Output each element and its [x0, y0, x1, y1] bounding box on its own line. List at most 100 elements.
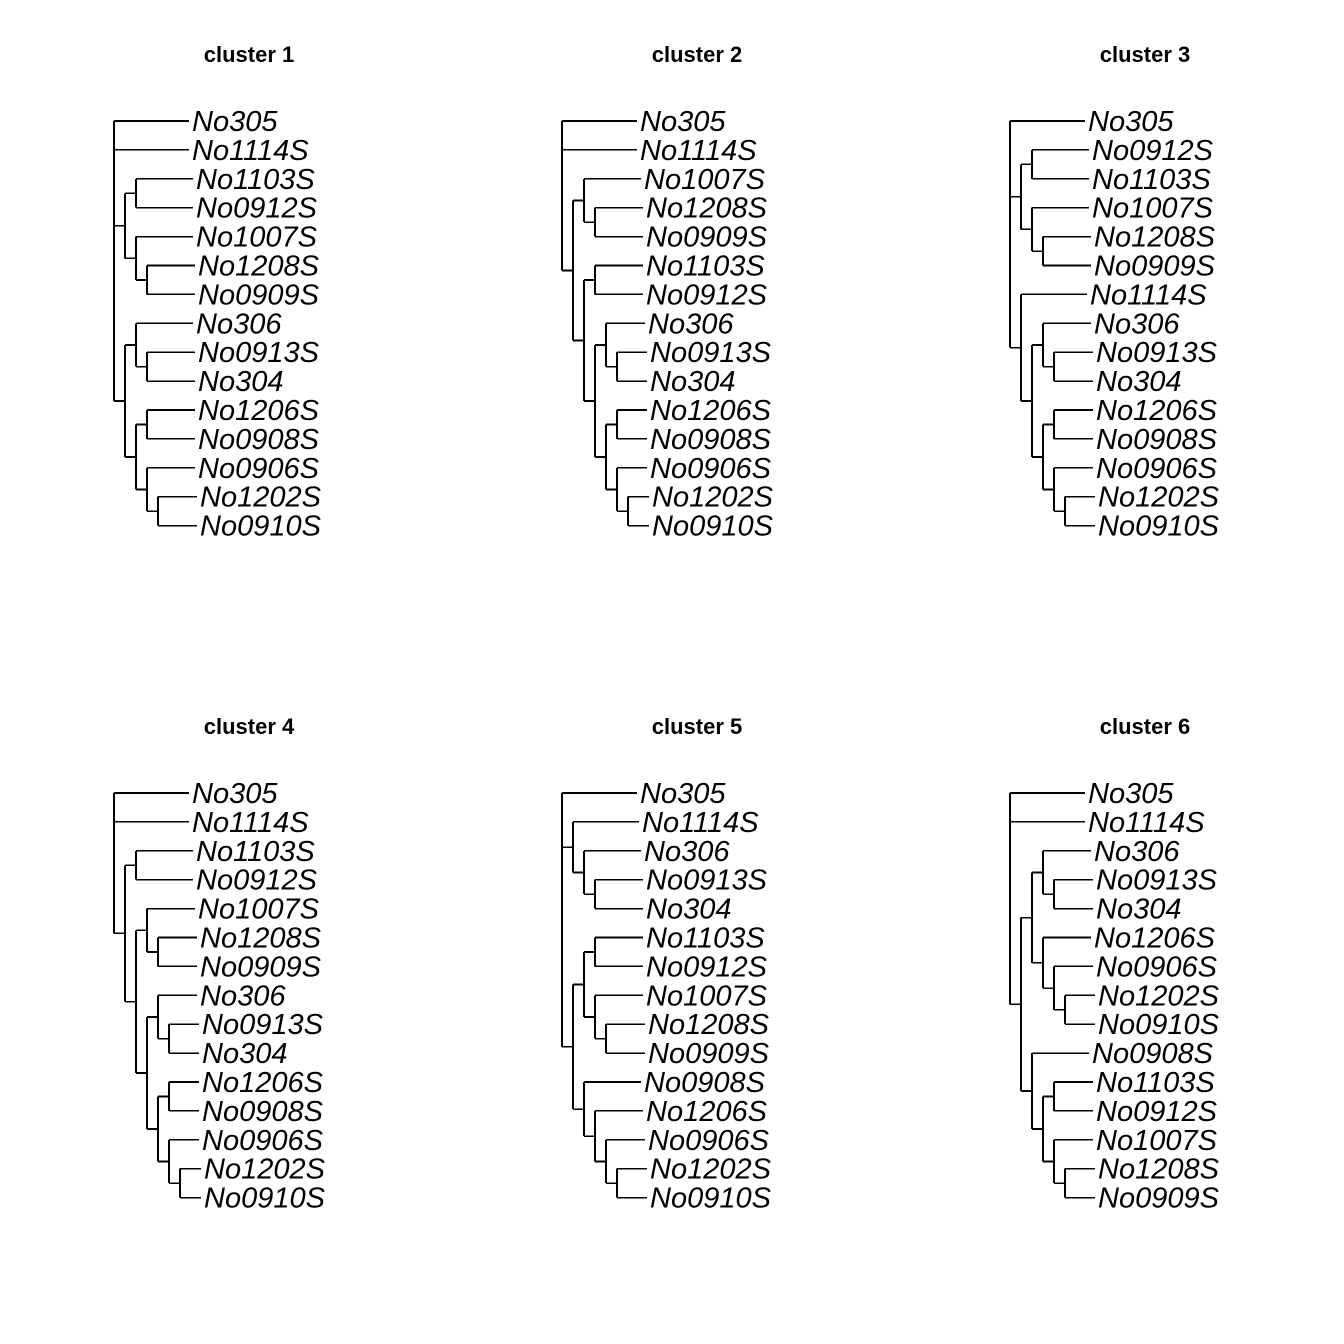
leaf-label: No1208S	[648, 1009, 770, 1041]
leaf-label: No0908S	[1096, 424, 1218, 456]
dendrogram: No305No1114SNo306No0913SNo304No1206SNo09…	[1009, 778, 1220, 1215]
leaf-label: No1206S	[1094, 923, 1216, 955]
leaf-label: No1103S	[196, 164, 315, 196]
leaf-label: No0906S	[202, 1125, 324, 1157]
leaf-label: No1114S	[642, 807, 759, 839]
leaf-label: No306	[196, 308, 282, 340]
panel-title: cluster 6	[1100, 714, 1191, 739]
leaf-label: No1208S	[200, 923, 322, 955]
leaf-label: No1208S	[646, 193, 768, 225]
leaf-label: No1103S	[196, 836, 315, 868]
dendrogram: No305No0912SNo1103SNo1007SNo1208SNo0909S…	[1009, 106, 1220, 543]
leaf-label: No1103S	[1092, 164, 1211, 196]
dendrogram: No305No1114SNo1103SNo0912SNo1007SNo1208S…	[113, 106, 322, 543]
leaf-label: No306	[648, 308, 734, 340]
leaf-label: No1202S	[204, 1154, 326, 1186]
dendrogram: No305No1114SNo1007SNo1208SNo0909SNo1103S…	[561, 106, 774, 543]
leaf-label: No0908S	[1092, 1038, 1214, 1070]
leaf-label: No0908S	[644, 1067, 766, 1099]
leaf-label: No306	[1094, 836, 1180, 868]
leaf-label: No305	[640, 778, 726, 810]
leaf-label: No0913S	[1096, 337, 1218, 369]
leaf-label: No1007S	[1092, 193, 1214, 225]
leaf-label: No0906S	[1096, 951, 1218, 983]
leaf-label: No304	[650, 366, 735, 398]
leaf-label: No304	[1096, 366, 1181, 398]
leaf-label: No0908S	[650, 424, 772, 456]
panel-title: cluster 1	[204, 42, 295, 67]
leaf-label: No0910S	[1098, 1009, 1220, 1041]
leaf-label: No1202S	[200, 482, 322, 514]
leaf-label: No1007S	[196, 222, 318, 254]
leaf-label: No1114S	[640, 135, 757, 167]
leaf-label: No1208S	[1098, 1154, 1220, 1186]
leaf-label: No1202S	[1098, 482, 1220, 514]
leaf-label: No306	[200, 980, 286, 1012]
panel-title: cluster 3	[1100, 42, 1191, 67]
leaf-label: No0909S	[1098, 1183, 1220, 1215]
leaf-label: No1114S	[1088, 807, 1205, 839]
leaf-label: No1007S	[1096, 1125, 1218, 1157]
leaf-label: No0909S	[1094, 251, 1216, 283]
leaf-label: No0912S	[196, 865, 318, 897]
leaf-label: No1206S	[202, 1067, 324, 1099]
panel-cluster-6: cluster 6 No305No1114SNo306No0913SNo304N…	[1009, 714, 1220, 1215]
leaf-label: No0912S	[1096, 1096, 1218, 1128]
leaf-label: No0913S	[202, 1009, 324, 1041]
leaf-label: No0909S	[648, 1038, 770, 1070]
leaf-label: No1007S	[198, 894, 320, 926]
panel-cluster-2: cluster 2 No305No1114SNo1007SNo1208SNo09…	[561, 42, 774, 543]
leaf-label: No0906S	[648, 1125, 770, 1157]
leaf-label: No1206S	[1096, 395, 1218, 427]
leaf-label: No1007S	[644, 164, 766, 196]
panel-title: cluster 2	[652, 42, 743, 67]
leaf-label: No0909S	[646, 222, 768, 254]
panel-title: cluster 4	[204, 714, 295, 739]
leaf-label: No1103S	[1096, 1067, 1215, 1099]
leaf-label: No0909S	[200, 951, 322, 983]
leaf-label: No0913S	[646, 865, 768, 897]
leaf-label: No0906S	[198, 453, 320, 485]
leaf-label: No0910S	[204, 1183, 326, 1215]
leaf-label: No305	[1088, 778, 1174, 810]
leaf-label: No0913S	[1096, 865, 1218, 897]
leaf-label: No1208S	[198, 251, 320, 283]
leaf-label: No1114S	[192, 807, 309, 839]
panel-title: cluster 5	[652, 714, 743, 739]
leaf-label: No1202S	[652, 482, 774, 514]
leaf-label: No1206S	[650, 395, 772, 427]
leaf-label: No0908S	[198, 424, 320, 456]
leaf-label: No0906S	[1096, 453, 1218, 485]
leaf-label: No305	[1088, 106, 1174, 138]
leaf-label: No1114S	[1090, 279, 1207, 311]
panel-cluster-5: cluster 5 No305No1114SNo306No0913SNo304N…	[561, 714, 772, 1215]
leaf-label: No305	[192, 106, 278, 138]
leaf-label: No1202S	[650, 1154, 772, 1186]
leaf-label: No304	[1096, 894, 1181, 926]
leaf-label: No304	[202, 1038, 287, 1070]
leaf-label: No0912S	[1092, 135, 1214, 167]
leaf-label: No0912S	[196, 193, 318, 225]
panel-cluster-1: cluster 1 No305No1114SNo1103SNo0912SNo10…	[113, 42, 322, 543]
leaf-label: No0912S	[646, 279, 768, 311]
leaf-label: No1206S	[646, 1096, 768, 1128]
leaf-label: No0908S	[202, 1096, 324, 1128]
leaf-label: No0910S	[652, 511, 774, 543]
panel-cluster-3: cluster 3 No305No0912SNo1103SNo1007SNo12…	[1009, 42, 1220, 543]
leaf-label: No0910S	[1098, 511, 1220, 543]
panel-cluster-4: cluster 4 No305No1114SNo1103SNo0912SNo10…	[113, 714, 326, 1215]
leaf-label: No0913S	[650, 337, 772, 369]
dendrogram: No305No1114SNo1103SNo0912SNo1007SNo1208S…	[113, 778, 326, 1215]
leaf-label: No0906S	[650, 453, 772, 485]
leaf-label: No1007S	[646, 980, 768, 1012]
leaf-label: No306	[644, 836, 730, 868]
leaf-label: No0912S	[646, 951, 768, 983]
leaf-label: No1206S	[198, 395, 320, 427]
leaf-label: No304	[646, 894, 731, 926]
leaf-label: No305	[640, 106, 726, 138]
leaf-label: No1208S	[1094, 222, 1216, 254]
leaf-label: No304	[198, 366, 283, 398]
dendrogram: No305No1114SNo306No0913SNo304No1103SNo09…	[561, 778, 772, 1215]
leaf-label: No0909S	[198, 279, 320, 311]
